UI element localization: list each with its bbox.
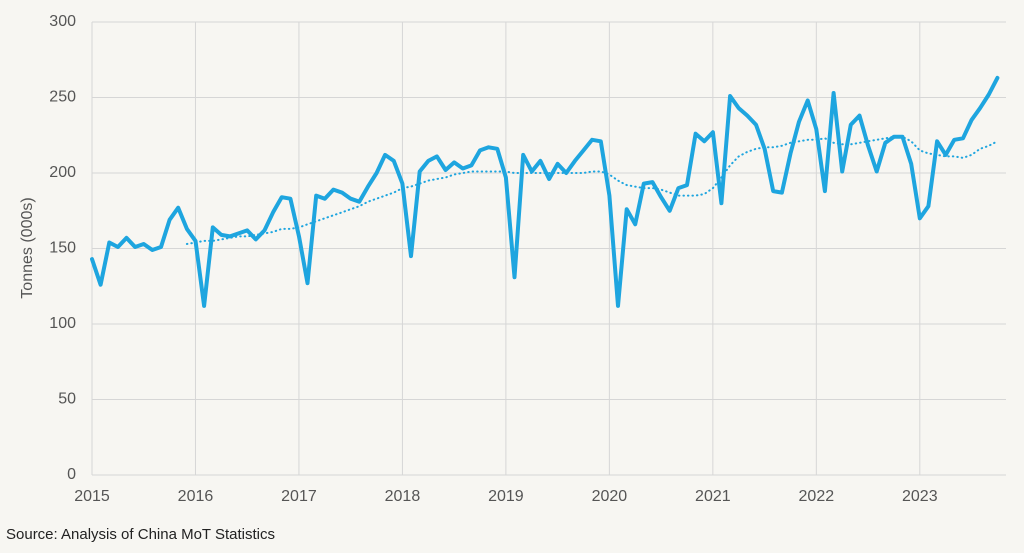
- y-tick-label: 50: [58, 391, 76, 408]
- y-tick-label: 100: [49, 315, 76, 332]
- y-tick-label: 300: [49, 13, 76, 30]
- x-tick-label: 2020: [592, 488, 628, 505]
- y-axis-label: Tonnes (000s): [19, 197, 36, 298]
- x-tick-label: 2023: [902, 488, 938, 505]
- x-tick-label: 2015: [74, 488, 110, 505]
- y-tick-label: 250: [49, 89, 76, 106]
- x-tick-label: 2016: [178, 488, 214, 505]
- y-tick-label: 0: [67, 466, 76, 483]
- x-tick-label: 2022: [799, 488, 835, 505]
- x-tick-label: 2018: [385, 488, 421, 505]
- series-line: [90, 75, 1000, 308]
- x-tick-label: 2017: [281, 488, 317, 505]
- source: Source: Analysis of China MoT Statistics: [6, 526, 275, 543]
- y-tick-label: 150: [49, 240, 76, 257]
- y-tick-label: 200: [49, 164, 76, 181]
- x-tick-label: 2021: [695, 488, 731, 505]
- x-tick-label: 2019: [488, 488, 524, 505]
